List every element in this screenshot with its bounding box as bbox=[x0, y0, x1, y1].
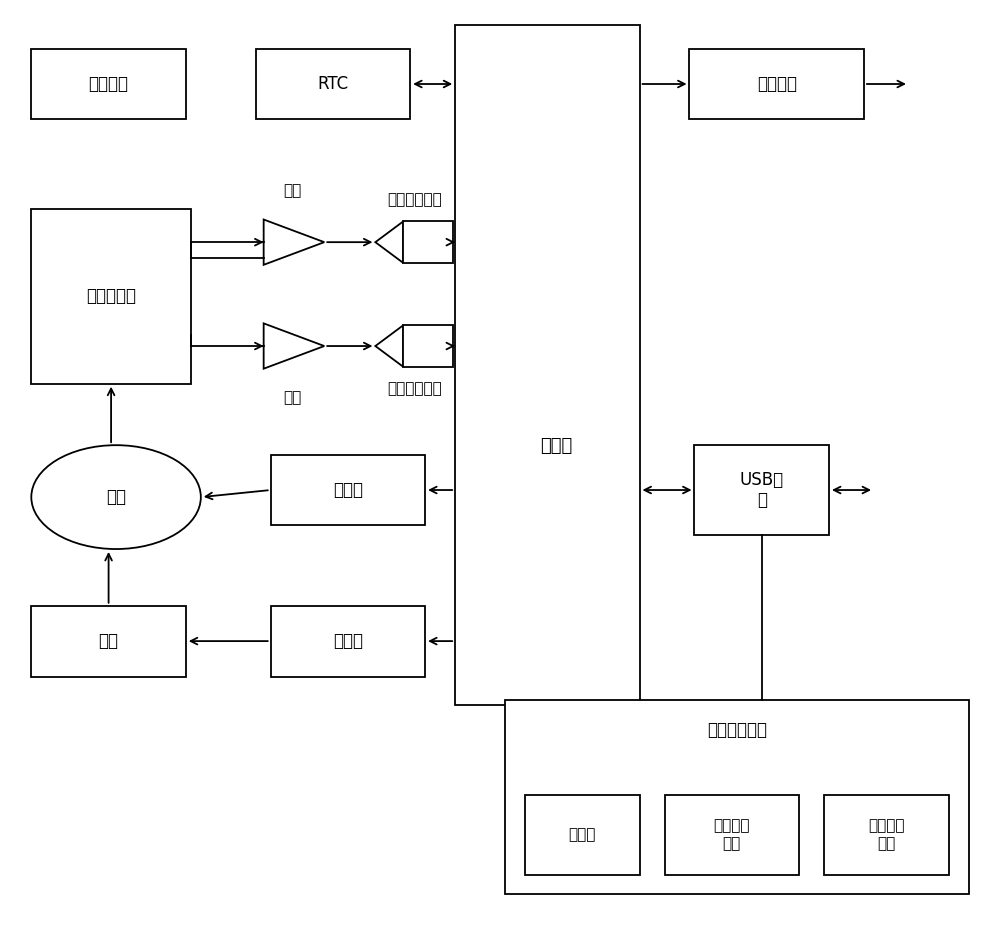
Text: 运放: 运放 bbox=[283, 390, 302, 405]
Bar bbox=[31, 606, 186, 676]
Bar bbox=[505, 700, 969, 894]
Bar bbox=[525, 795, 640, 875]
Text: 气泵: 气泵 bbox=[99, 632, 119, 650]
Bar bbox=[689, 48, 864, 119]
Text: 驱动器: 驱动器 bbox=[333, 632, 363, 650]
Text: USB接
口: USB接 口 bbox=[740, 471, 784, 509]
Polygon shape bbox=[375, 325, 403, 366]
Text: 电压基准: 电压基准 bbox=[89, 75, 129, 93]
Text: 袖带: 袖带 bbox=[106, 488, 126, 506]
Text: 锂电池: 锂电池 bbox=[569, 827, 596, 842]
Polygon shape bbox=[375, 222, 403, 263]
Polygon shape bbox=[264, 323, 324, 368]
Bar bbox=[665, 795, 799, 875]
Polygon shape bbox=[264, 220, 324, 265]
Text: 主芯片: 主芯片 bbox=[540, 438, 573, 456]
Text: 电压触控
电路: 电压触控 电路 bbox=[868, 818, 905, 850]
Bar bbox=[31, 209, 191, 384]
Text: 电磁阀: 电磁阀 bbox=[333, 481, 363, 499]
Text: 蓝牙接口: 蓝牙接口 bbox=[757, 75, 797, 93]
Text: 压力传感器: 压力传感器 bbox=[86, 288, 136, 306]
Ellipse shape bbox=[31, 445, 201, 549]
Text: RTC: RTC bbox=[317, 75, 349, 93]
Bar bbox=[256, 48, 410, 119]
Text: 充电保护
装置: 充电保护 装置 bbox=[714, 818, 750, 850]
Bar bbox=[403, 325, 453, 366]
Bar bbox=[271, 455, 425, 526]
Text: 电源管理模块: 电源管理模块 bbox=[707, 721, 767, 739]
Text: 低通滤波电路: 低通滤波电路 bbox=[387, 192, 442, 207]
Bar bbox=[455, 25, 640, 705]
Bar bbox=[271, 606, 425, 676]
Text: 低通滤波电路: 低通滤波电路 bbox=[387, 381, 442, 396]
Bar bbox=[403, 222, 453, 263]
Bar bbox=[824, 795, 949, 875]
Text: 运放: 运放 bbox=[283, 183, 302, 198]
Bar bbox=[694, 445, 829, 535]
Bar bbox=[31, 48, 186, 119]
